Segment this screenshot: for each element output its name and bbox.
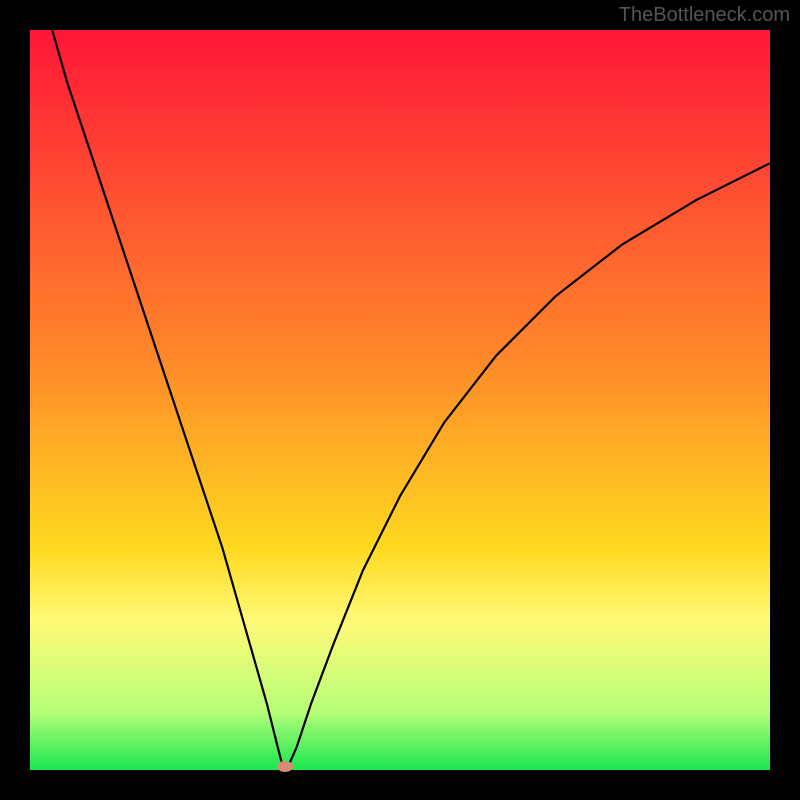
bottleneck-curve <box>30 30 770 770</box>
watermark-text: TheBottleneck.com <box>619 4 790 27</box>
chart-plot-area <box>30 30 770 770</box>
curve-path <box>52 30 770 768</box>
optimal-point-marker <box>277 761 293 772</box>
